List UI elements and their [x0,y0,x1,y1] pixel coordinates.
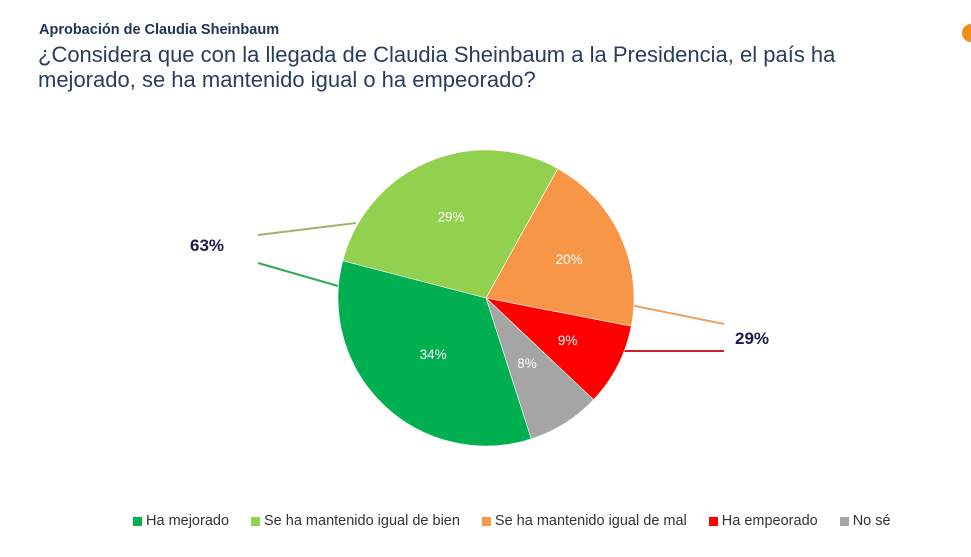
leader-line-29-upper [629,304,725,325]
pie-slice-se-ha-mantenido-igual-de-mal [485,168,635,327]
legend-item-se-ha-mantenido-igual-de-mal: Se ha mantenido igual de mal [481,513,687,529]
slice-label-se-ha-mantenido-igual-de-mal: 20% [556,252,583,267]
legend-swatch-icon [133,516,142,526]
pie-slice-se-ha-mantenido-igual-de-bien [342,149,559,299]
legend-swatch-icon [481,516,491,526]
pie-slice-ha-empeorado [485,297,632,401]
legend-label: Ha mejorado [146,513,230,529]
legend-swatch-icon [708,516,718,526]
legend-swatch-icon [251,516,261,526]
chart-subtitle: Aprobación de Claudia Sheinbaum [39,22,280,38]
legend-swatch-icon [839,516,849,526]
chart-legend: Ha mejorado Se ha mantenido igual de bien… [133,513,913,529]
brand-logo-icon [962,24,971,42]
legend-item-se-ha-mantenido-igual-de-bien: Se ha mantenido igual de bien [251,513,460,529]
legend-item-ha-empeorado: Ha empeorado [708,513,818,529]
pie-slice-ha-mejorado [337,260,532,447]
slice-label-no-se: 8% [517,356,537,371]
slice-label-se-ha-mantenido-igual-de-bien: 29% [438,209,465,224]
legend-label: No sé [852,513,891,529]
slice-label-ha-empeorado: 9% [558,333,578,348]
legend-label: Ha empeorado [721,513,818,529]
legend-item-no-se: No sé [839,513,891,529]
legend-label: Se ha mantenido igual de bien [264,513,460,529]
slice-label-ha-mejorado: 34% [420,347,447,362]
leader-line-63-upper [257,222,357,236]
legend-item-ha-mejorado: Ha mejorado [133,513,229,529]
chart-title: ¿Considera que con la llegada de Claudia… [38,42,836,92]
group-total-label-left: 63% [190,236,224,255]
legend-label: Se ha mantenido igual de mal [494,513,687,529]
leader-line-63-lower [257,262,339,287]
group-total-label-right: 29% [735,329,769,348]
